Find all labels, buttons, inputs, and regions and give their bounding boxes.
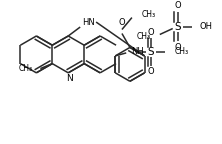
Text: N: N xyxy=(66,74,73,83)
Text: S: S xyxy=(148,47,155,57)
Text: HN: HN xyxy=(82,18,95,26)
Text: CH₃: CH₃ xyxy=(137,32,151,41)
Text: CH₃: CH₃ xyxy=(142,10,156,19)
Text: O: O xyxy=(174,43,181,52)
Text: CH₃: CH₃ xyxy=(175,47,189,56)
Text: OH: OH xyxy=(200,22,213,31)
Text: O: O xyxy=(174,1,181,10)
Text: O: O xyxy=(148,28,155,37)
Text: CH₃: CH₃ xyxy=(18,64,32,73)
Text: O: O xyxy=(119,18,125,26)
Text: S: S xyxy=(174,22,181,32)
Text: O: O xyxy=(148,67,155,76)
Text: NH: NH xyxy=(131,47,144,56)
